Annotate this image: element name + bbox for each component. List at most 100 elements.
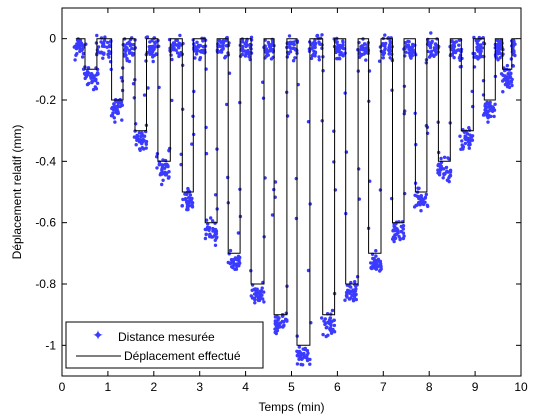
measured-point xyxy=(161,158,165,162)
measured-point xyxy=(318,42,322,46)
measured-point xyxy=(243,42,247,46)
measured-point xyxy=(470,138,475,142)
y-tick-label: -0.2 xyxy=(35,93,56,107)
measured-point xyxy=(273,315,278,319)
measured-point xyxy=(497,47,501,51)
measured-point xyxy=(478,52,482,56)
measured-point xyxy=(378,268,383,272)
measured-point xyxy=(276,318,280,322)
measured-point xyxy=(321,332,325,337)
measured-point xyxy=(485,110,490,114)
measured-point xyxy=(285,318,289,322)
measured-point xyxy=(157,163,161,167)
measured-point xyxy=(505,75,509,79)
measured-point xyxy=(498,56,502,60)
measured-point xyxy=(249,294,253,298)
measured-point xyxy=(79,48,84,52)
measured-point xyxy=(273,180,278,184)
measured-point xyxy=(291,59,296,63)
measured-point xyxy=(203,236,208,241)
measured-point xyxy=(505,63,510,68)
y-tick-label: -0.8 xyxy=(35,277,56,291)
measured-point xyxy=(330,308,335,313)
measured-point xyxy=(432,46,437,50)
measured-point xyxy=(312,40,317,44)
measured-point xyxy=(404,50,408,54)
measured-point xyxy=(186,188,191,193)
measured-point xyxy=(457,43,461,47)
y-tick-label: 0 xyxy=(49,32,56,46)
measured-point xyxy=(476,38,481,42)
measured-point xyxy=(82,71,87,76)
measured-point xyxy=(383,48,387,52)
measured-point xyxy=(513,53,517,58)
measured-point xyxy=(224,54,228,59)
measured-point xyxy=(329,323,333,328)
measured-point xyxy=(510,50,515,54)
measured-point xyxy=(150,39,154,43)
measured-point xyxy=(265,50,269,54)
measured-point xyxy=(298,355,303,359)
legend: ✦ Distance mesurée Déplacement effectué xyxy=(65,321,264,369)
legend-box xyxy=(65,321,264,369)
measured-point xyxy=(505,80,509,85)
measured-point xyxy=(170,98,174,103)
measured-point xyxy=(352,291,357,296)
measured-point xyxy=(210,219,215,223)
measured-point xyxy=(244,44,248,49)
measured-point xyxy=(217,38,222,43)
measured-point xyxy=(209,216,213,220)
measured-point xyxy=(424,61,428,65)
measured-point xyxy=(357,55,362,59)
measured-point xyxy=(213,243,218,247)
measured-point xyxy=(127,48,132,53)
measured-point xyxy=(262,300,266,304)
measured-point xyxy=(87,81,91,86)
measured-point xyxy=(479,49,483,53)
measured-point xyxy=(417,186,421,190)
measured-point xyxy=(196,45,201,49)
measured-point xyxy=(463,137,468,141)
measured-point xyxy=(198,49,202,53)
measured-point xyxy=(293,56,297,60)
measured-point xyxy=(243,54,248,58)
legend-commanded-label: Déplacement effectué xyxy=(124,349,241,363)
measured-point xyxy=(439,164,443,168)
measured-point xyxy=(260,286,264,290)
measured-point xyxy=(491,105,495,109)
measured-point xyxy=(452,49,457,53)
measured-point xyxy=(250,288,254,292)
measured-point xyxy=(79,43,83,48)
measured-point xyxy=(109,114,114,118)
measured-point xyxy=(510,77,514,82)
measured-point xyxy=(268,49,272,53)
measured-point xyxy=(127,40,131,44)
x-tick-label: 6 xyxy=(334,380,341,394)
measured-point xyxy=(125,46,129,50)
measured-point xyxy=(393,225,397,230)
measured-point xyxy=(381,56,385,60)
measured-point xyxy=(370,266,374,271)
measured-point xyxy=(124,53,128,57)
measured-point xyxy=(483,102,488,106)
measured-point xyxy=(86,66,91,70)
measured-point xyxy=(335,41,339,45)
measured-point xyxy=(480,46,485,50)
measured-point xyxy=(181,197,185,202)
measured-point xyxy=(460,139,464,143)
measured-point xyxy=(315,33,320,38)
measured-point xyxy=(330,319,334,324)
measured-point xyxy=(83,76,87,81)
legend-measured-marker: ✦ xyxy=(92,328,104,344)
measured-point xyxy=(375,259,379,263)
measured-point xyxy=(190,205,195,209)
measured-point xyxy=(461,147,465,151)
measured-point xyxy=(409,46,414,50)
x-tick-label: 9 xyxy=(472,380,479,394)
measured-point xyxy=(424,192,428,197)
measured-point xyxy=(90,72,94,77)
measured-point xyxy=(499,45,503,49)
measured-point xyxy=(276,325,281,330)
measured-point xyxy=(308,362,312,366)
measured-point xyxy=(204,232,208,237)
